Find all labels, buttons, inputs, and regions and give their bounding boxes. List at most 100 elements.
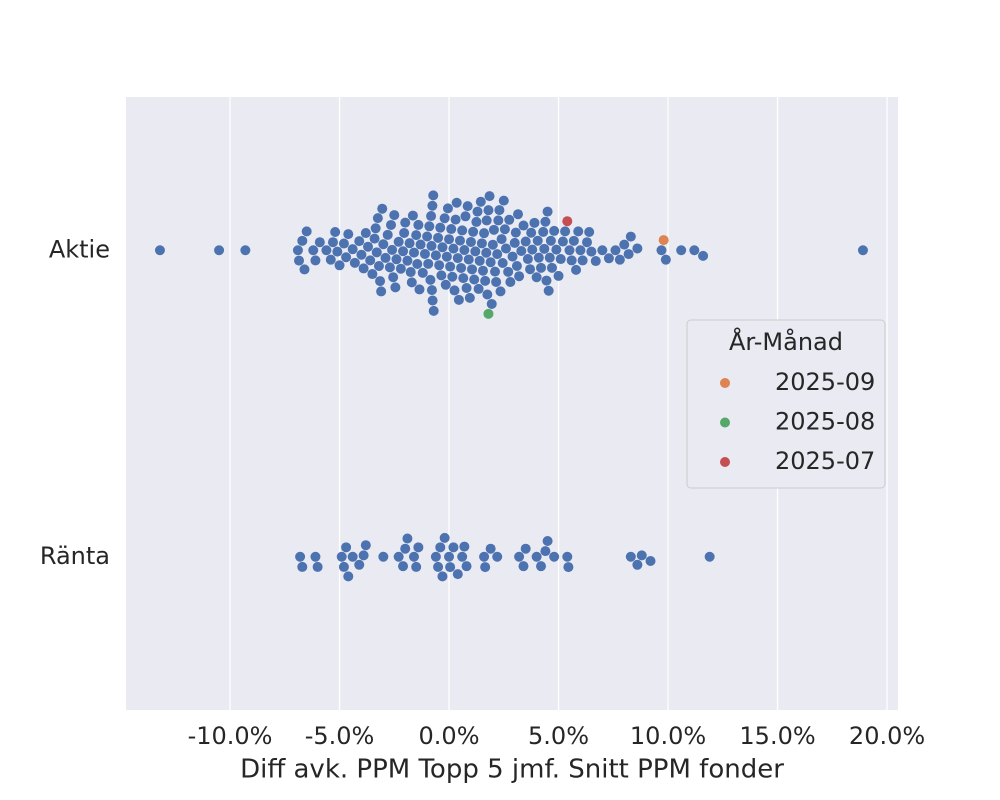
point bbox=[486, 298, 497, 309]
point bbox=[341, 252, 352, 263]
x-tick-label: -5.0% bbox=[305, 722, 375, 750]
point bbox=[492, 551, 503, 562]
point bbox=[857, 245, 868, 256]
point bbox=[660, 254, 671, 265]
point bbox=[308, 245, 319, 256]
point bbox=[338, 238, 349, 249]
point bbox=[540, 546, 551, 557]
point bbox=[481, 247, 492, 258]
point bbox=[419, 248, 430, 259]
point bbox=[445, 261, 456, 272]
point bbox=[385, 219, 396, 230]
point bbox=[341, 542, 352, 553]
legend-box bbox=[686, 319, 886, 489]
point bbox=[482, 289, 493, 300]
point bbox=[689, 245, 700, 256]
legend-label: 2025-07 bbox=[775, 447, 875, 475]
point bbox=[347, 244, 358, 255]
point bbox=[527, 244, 538, 255]
point bbox=[430, 551, 441, 562]
point bbox=[658, 235, 669, 246]
point bbox=[437, 242, 448, 253]
point bbox=[566, 255, 577, 266]
point bbox=[539, 243, 550, 254]
point bbox=[354, 559, 365, 570]
point bbox=[676, 245, 687, 256]
point bbox=[426, 240, 437, 251]
point bbox=[448, 542, 459, 553]
point bbox=[491, 276, 502, 287]
x-tick-label: 15.0% bbox=[739, 722, 815, 750]
point bbox=[495, 286, 506, 297]
point bbox=[590, 256, 601, 267]
point bbox=[446, 224, 457, 235]
point bbox=[471, 216, 482, 227]
point bbox=[541, 275, 552, 286]
point bbox=[402, 533, 413, 544]
point bbox=[453, 294, 464, 305]
point bbox=[444, 234, 455, 245]
point bbox=[542, 206, 553, 217]
point bbox=[415, 239, 426, 250]
point bbox=[704, 551, 715, 562]
point bbox=[545, 235, 556, 246]
point bbox=[454, 235, 465, 246]
point bbox=[398, 246, 409, 257]
point bbox=[297, 235, 308, 246]
point bbox=[411, 561, 422, 572]
axes: -10.0% -5.0% 0.0% 5.0% 10.0% 15.0% 20.0% Aktie R… bbox=[40, 235, 925, 750]
point bbox=[426, 211, 437, 222]
point bbox=[437, 571, 448, 582]
point bbox=[240, 245, 251, 256]
point bbox=[553, 270, 564, 281]
point bbox=[476, 238, 487, 249]
point bbox=[365, 255, 376, 266]
point bbox=[645, 555, 656, 566]
point bbox=[603, 253, 614, 264]
point bbox=[450, 214, 461, 225]
point bbox=[426, 285, 437, 296]
point bbox=[479, 228, 490, 239]
point bbox=[439, 213, 450, 224]
point bbox=[428, 305, 439, 316]
point bbox=[310, 255, 321, 266]
point bbox=[452, 253, 463, 264]
point bbox=[387, 244, 398, 255]
point bbox=[356, 249, 367, 260]
point bbox=[518, 220, 529, 231]
point bbox=[557, 236, 568, 247]
point bbox=[564, 245, 575, 256]
point bbox=[327, 237, 338, 248]
point bbox=[485, 257, 496, 268]
point bbox=[312, 561, 323, 572]
point bbox=[487, 239, 498, 250]
point bbox=[412, 258, 423, 269]
point bbox=[467, 264, 478, 275]
point bbox=[424, 221, 435, 232]
point bbox=[459, 245, 470, 256]
point bbox=[563, 562, 574, 573]
point bbox=[498, 195, 509, 206]
point bbox=[457, 551, 468, 562]
point bbox=[458, 273, 469, 284]
point bbox=[436, 270, 447, 281]
point bbox=[575, 245, 586, 256]
point bbox=[358, 550, 369, 561]
point bbox=[555, 254, 566, 265]
point bbox=[382, 229, 393, 240]
point bbox=[544, 252, 555, 263]
point bbox=[511, 261, 522, 272]
point bbox=[380, 252, 391, 263]
point bbox=[435, 222, 446, 233]
point bbox=[452, 569, 463, 580]
x-tick-label: 10.0% bbox=[630, 722, 706, 750]
point bbox=[435, 542, 446, 553]
point bbox=[488, 224, 499, 235]
point bbox=[360, 540, 371, 551]
point bbox=[442, 203, 453, 214]
point bbox=[496, 234, 507, 245]
point bbox=[372, 213, 383, 224]
point bbox=[404, 238, 415, 249]
point bbox=[520, 543, 531, 554]
